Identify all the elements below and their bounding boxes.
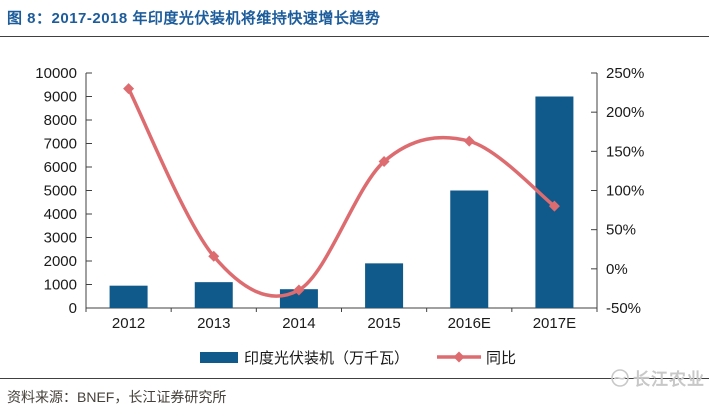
left-axis-label: 1000	[44, 277, 77, 294]
yoy-marker-2017E	[548, 200, 560, 212]
source-note: 资料来源：BNEF，长江证券研究所	[7, 389, 227, 405]
right-axis-label: 50%	[606, 222, 636, 239]
x-axis-label: 2016E	[448, 315, 491, 332]
yoy-marker-2012	[123, 83, 135, 95]
bottom-divider	[0, 378, 709, 379]
bar-2013	[194, 282, 233, 308]
legend-bar-swatch	[200, 352, 238, 363]
yoy-marker-2015	[378, 156, 390, 168]
x-axis-label: 2012	[112, 315, 145, 332]
right-axis-label: 0%	[606, 261, 628, 278]
legend-bar-label: 印度光伏装机（万千瓦）	[244, 350, 409, 367]
x-axis-label: 2014	[282, 315, 315, 332]
right-axis-label: 100%	[606, 183, 644, 200]
left-axis-label: 2000	[44, 253, 77, 270]
bar-2015	[365, 263, 404, 308]
left-axis-label: 7000	[44, 136, 77, 153]
right-axis-label: -50%	[606, 300, 641, 317]
left-axis-label: 3000	[44, 230, 77, 247]
legend-line-label: 同比	[486, 350, 516, 367]
bar-2012	[109, 285, 148, 308]
brand-watermark: 长江农业	[610, 365, 705, 390]
brand-watermark-text: 长江农业	[633, 370, 705, 389]
brand-logo-icon	[610, 368, 630, 388]
yoy-marker-2016E	[463, 135, 475, 147]
left-axis-label: 9000	[44, 89, 77, 106]
x-axis-label: 2015	[367, 315, 400, 332]
left-axis-label: 5000	[44, 183, 77, 200]
x-axis-label: 2013	[197, 315, 230, 332]
yoy-marker-2013	[208, 250, 220, 262]
left-axis-label: 6000	[44, 159, 77, 176]
right-axis-label: 200%	[606, 104, 644, 121]
right-axis-label: 150%	[606, 143, 644, 160]
left-axis-label: 8000	[44, 112, 77, 129]
x-axis-label: 2017E	[533, 315, 576, 332]
legend-line-marker	[453, 351, 465, 363]
figure-title: 图 8：2017-2018 年印度光伏装机将维持快速增长趋势	[7, 10, 381, 27]
left-axis-label: 10000	[35, 65, 77, 82]
right-axis-label: 250%	[606, 65, 644, 82]
top-divider	[0, 36, 709, 37]
bar-2016E	[450, 190, 489, 308]
yoy-line	[126, 86, 557, 298]
yoy-marker-2014	[293, 284, 305, 296]
left-axis-label: 4000	[44, 206, 77, 223]
left-axis-label: 0	[69, 300, 77, 317]
